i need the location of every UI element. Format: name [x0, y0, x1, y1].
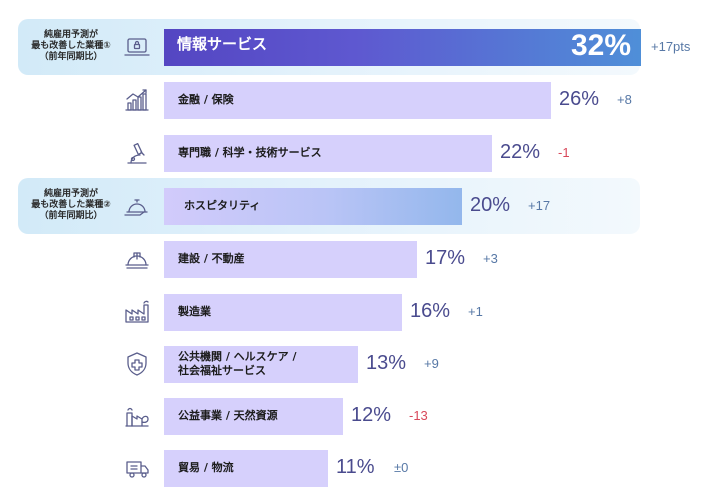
microscope-icon — [122, 138, 152, 168]
category-label: 建設 / 不動産 — [178, 252, 245, 265]
category-label: 情報サービス — [177, 35, 268, 53]
value-label: 17% — [425, 247, 466, 269]
bar-5 — [164, 240, 417, 278]
value-label: 13% — [366, 352, 407, 374]
bar-6 — [164, 293, 402, 331]
bar-1 — [164, 28, 641, 66]
change-label: +9 — [424, 356, 439, 371]
delivery-truck-icon — [122, 453, 152, 483]
change-label: -13 — [409, 408, 428, 423]
bar-9 — [164, 449, 328, 487]
service-bell-icon — [122, 191, 152, 221]
change-label: +17pts — [651, 39, 691, 54]
change-label: +17 — [528, 198, 551, 213]
category-label: 公共機関 / ヘルスケア / 社会福祉サービス — [178, 350, 297, 377]
bar-8 — [164, 397, 343, 435]
medical-shield-icon — [122, 349, 152, 379]
bar-4 — [164, 187, 462, 225]
laptop-lock-icon — [122, 32, 152, 62]
bar-3 — [164, 134, 492, 172]
category-label: 金融 / 保険 — [178, 93, 234, 106]
bar-2 — [164, 81, 551, 119]
hard-hat-icon — [122, 244, 152, 274]
change-label: +1 — [468, 304, 483, 319]
value-label: 20% — [470, 194, 511, 216]
change-label: +3 — [483, 251, 498, 266]
value-label: 16% — [410, 300, 451, 322]
finance-chart-icon — [122, 85, 152, 115]
factory-icon — [122, 297, 152, 327]
change-label: ±0 — [394, 460, 409, 475]
change-label: -1 — [558, 145, 570, 160]
category-label: 貿易 / 物流 — [178, 461, 234, 474]
bar-7 — [164, 345, 358, 383]
value-label: 32% — [570, 29, 631, 62]
utility-plant-icon — [122, 401, 152, 431]
category-label: 製造業 — [178, 305, 211, 318]
category-label: 公益事業 / 天然資源 — [178, 409, 278, 422]
value-label: 12% — [351, 404, 392, 426]
highlight-label-1: 純雇用予測が 最も改善した業種① （前年同期比） — [31, 30, 111, 62]
change-label: +8 — [617, 92, 632, 107]
category-label: ホスピタリティ — [184, 199, 261, 212]
value-label: 26% — [559, 88, 600, 110]
value-label: 11% — [336, 456, 375, 478]
highlight-label-2: 純雇用予測が 最も改善した業種② （前年同期比） — [31, 189, 111, 221]
category-label: 専門職 / 科学・技術サービス — [178, 146, 322, 159]
value-label: 22% — [500, 141, 541, 163]
